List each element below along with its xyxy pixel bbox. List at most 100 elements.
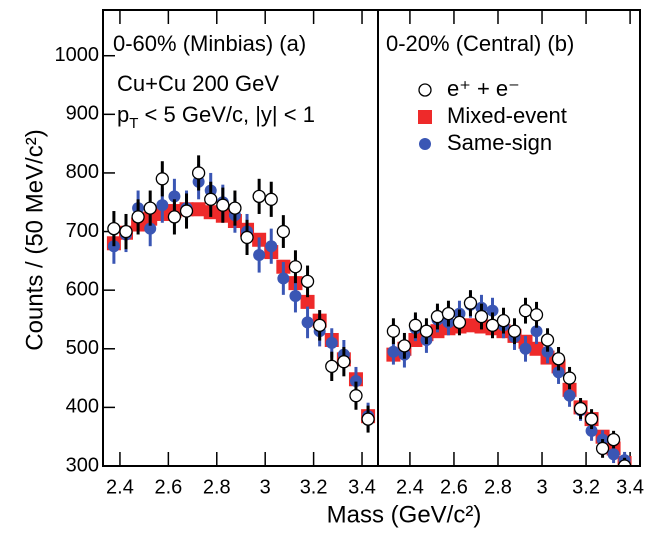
marker-open-circle <box>325 359 339 374</box>
marker-square <box>300 294 315 309</box>
x-tick-label: 3.4 <box>348 476 376 498</box>
marker-open-circle <box>474 309 489 324</box>
marker-open-circle <box>313 318 327 332</box>
marker-circle <box>277 272 290 285</box>
marker-circle <box>585 424 598 437</box>
marker-open-circle <box>288 260 303 274</box>
x-tick-label: 2.6 <box>440 476 468 498</box>
marker-circle <box>387 345 400 358</box>
marker-open-circle <box>240 230 254 245</box>
marker-open-circle <box>107 221 121 236</box>
marker-open-circle <box>119 224 133 239</box>
marker-circle <box>519 342 532 355</box>
plot-area <box>386 290 632 466</box>
marker-square <box>191 202 206 217</box>
marker-open-circle <box>551 352 566 366</box>
marker-square <box>529 341 544 356</box>
legend-label: e⁺ + e⁻ <box>447 76 520 101</box>
marker-open-circle <box>228 201 242 215</box>
panel-frame <box>377 9 641 467</box>
marker-open-circle <box>191 166 206 180</box>
marker-open-circle <box>349 389 363 403</box>
marker-open-circle <box>276 224 290 239</box>
y-tick-label: 500 <box>66 337 99 359</box>
marker-square <box>463 318 478 333</box>
x-tick-label: 3 <box>260 476 271 498</box>
annotation: pT < 5 GeV/c, |y| < 1 <box>117 102 315 132</box>
marker-open-circle <box>204 192 218 206</box>
marker-open-circle <box>606 432 621 447</box>
y-tick-label: 600 <box>66 278 99 300</box>
marker-open-circle <box>617 459 632 466</box>
legend-label: Mixed-event <box>447 103 567 128</box>
y-tick-label: 1000 <box>55 44 100 66</box>
marker-circle <box>301 316 314 329</box>
x-tick-label: 3.2 <box>572 476 600 498</box>
marker-circle <box>530 325 543 338</box>
x-tick-label: 2.8 <box>203 476 231 498</box>
marker-open-circle <box>300 274 315 289</box>
annotation-subscript: T <box>129 115 138 132</box>
y-tick-label: 400 <box>66 396 99 418</box>
marker-open-circle <box>179 204 194 218</box>
marker-circle <box>607 448 620 461</box>
marker-open-circle <box>143 201 157 215</box>
marker-open-circle <box>518 304 533 318</box>
marker-open-circle <box>216 198 230 212</box>
marker-circle <box>265 240 278 253</box>
marker-open-circle <box>337 355 351 369</box>
marker-open-circle <box>386 324 401 338</box>
marker-circle <box>253 248 266 261</box>
marker-open-circle <box>540 333 555 347</box>
marker-open-circle <box>595 441 610 456</box>
annotation: 0-20% (Central) (b) <box>386 31 574 56</box>
marker-open-circle <box>441 306 456 321</box>
marker-open-circle <box>529 308 544 322</box>
marker-open-circle <box>397 339 412 353</box>
marker-open-circle <box>408 318 423 332</box>
marker-open-circle <box>485 318 500 332</box>
marker-open-circle <box>463 296 478 310</box>
y-tick-label: 900 <box>66 103 99 125</box>
x-tick-label: 3 <box>536 476 547 498</box>
y-axis-label: Counts / (50 MeV/c²) <box>21 129 48 350</box>
annotation: Cu+Cu 200 GeV <box>117 71 279 96</box>
marker-open-circle <box>361 412 375 426</box>
x-tick-label: 2.4 <box>106 476 134 498</box>
y-tick-label: 800 <box>66 161 99 183</box>
marker-circle <box>325 336 338 349</box>
marker-open-circle <box>155 172 169 186</box>
marker-open-circle <box>507 324 522 338</box>
x-tick-label: 2.8 <box>484 476 512 498</box>
legend-label: Same-sign <box>447 130 552 155</box>
marker-open-circle <box>584 412 599 426</box>
x-tick-label: 2.6 <box>154 476 182 498</box>
annotation-part: p <box>117 102 129 127</box>
marker-open-circle <box>573 401 588 416</box>
y-tick-label: 300 <box>66 454 99 476</box>
y-tick-label: 700 <box>66 220 99 242</box>
x-axis-label: Mass (GeV/c²) <box>327 501 482 528</box>
marker-open-circle <box>562 371 577 385</box>
marker-circle <box>419 138 431 150</box>
marker-open-circle <box>167 210 182 224</box>
marker-open-circle <box>418 83 432 97</box>
marker-square <box>418 110 432 124</box>
annotation: 0-60% (Minbias) (a) <box>113 31 306 56</box>
marker-open-circle <box>131 210 145 224</box>
marker-circle <box>486 304 499 317</box>
annotation-part: < 5 GeV/c, |y| < 1 <box>138 102 315 127</box>
marker-open-circle <box>419 324 434 338</box>
marker-circle <box>552 366 565 379</box>
marker-open-circle <box>252 189 266 204</box>
marker-circle <box>144 222 157 235</box>
marker-circle <box>349 375 362 388</box>
x-tick-label: 3.4 <box>616 476 644 498</box>
x-tick-label: 2.4 <box>396 476 424 498</box>
marker-open-circle <box>430 309 445 324</box>
marker-circle <box>289 290 302 303</box>
marker-circle <box>563 389 576 402</box>
marker-open-circle <box>496 313 511 328</box>
